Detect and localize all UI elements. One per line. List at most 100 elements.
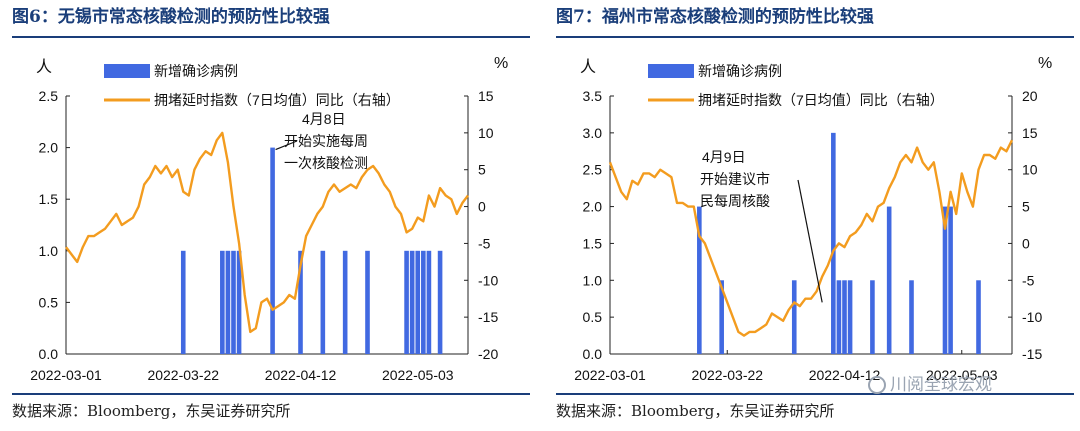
congestion-yoy-line: [608, 139, 1014, 337]
title-rule: [556, 36, 1074, 38]
right-tick-label: -10: [1022, 309, 1042, 325]
x-tick-label: 2022-04-12: [809, 367, 881, 383]
left-axis-label: 人: [36, 58, 52, 76]
case-bar: [180, 250, 186, 354]
right-tick-label: 5: [1022, 199, 1030, 215]
right-tick-label: 5: [478, 162, 486, 178]
right-tick-label: 15: [478, 88, 494, 104]
x-tick-label: 2022-03-01: [30, 367, 102, 383]
left-axis-label: 人: [580, 58, 596, 76]
annotation-arrow: [797, 179, 823, 303]
watermark: 川阅全球宏观: [868, 370, 992, 395]
case-bar: [320, 250, 326, 354]
case-bar: [342, 250, 348, 354]
annotation-text: 开始建议市: [700, 171, 770, 187]
figure-title: 图6：无锡市常态核酸检测的预防性比较强: [12, 7, 330, 27]
left-tick-label: 1.5: [39, 191, 59, 207]
figure-title: 图7：福州市常态核酸检测的预防性比较强: [556, 7, 874, 27]
case-bar: [220, 250, 225, 354]
left-tick-label: 1.0: [39, 243, 59, 259]
legend-bar-label: 新增确诊病例: [698, 63, 782, 79]
legend-bar-label: 新增确诊病例: [154, 63, 238, 79]
case-bar: [236, 250, 242, 354]
case-bar: [270, 147, 275, 354]
case-bar: [719, 280, 724, 354]
right-tick-label: -5: [1022, 272, 1035, 288]
right-axis-label: %: [1038, 55, 1052, 72]
case-bar: [415, 250, 421, 354]
x-tick-label: 2022-03-22: [691, 367, 763, 383]
case-bar: [697, 206, 702, 354]
right-tick-label: -10: [478, 272, 498, 288]
right-tick-label: -5: [478, 235, 491, 251]
left-tick-label: 0.0: [39, 346, 59, 362]
wechat-logo-icon: [868, 376, 886, 394]
x-tick-label: 2022-03-01: [574, 367, 646, 383]
right-tick-label: 0: [478, 199, 486, 215]
legend-line-label: 拥堵延时指数（7日均值）同比（右轴）: [154, 92, 400, 108]
right-tick-label: -20: [478, 346, 498, 362]
left-tick-label: 1.0: [583, 272, 603, 288]
case-bar: [231, 250, 236, 354]
x-tick-label: 2022-03-22: [147, 367, 219, 383]
left-tick-label: 3.5: [583, 88, 603, 104]
left-tick-label: 2.5: [39, 88, 59, 104]
annotation-text: 4月8日: [302, 111, 346, 127]
x-tick-label: 2022-04-12: [265, 367, 337, 383]
left-tick-label: 1.5: [583, 235, 603, 251]
case-bar: [886, 206, 892, 354]
x-tick-label: 2022-05-03: [926, 367, 998, 383]
source-rule: [12, 393, 530, 395]
case-bar: [842, 280, 847, 354]
case-bar: [909, 280, 914, 354]
case-bar: [847, 280, 853, 354]
case-bar: [365, 250, 370, 354]
left-tick-label: 2.5: [583, 162, 603, 178]
left-tick-label: 0.0: [583, 346, 603, 362]
watermark-text: 川阅全球宏观: [890, 375, 992, 395]
source-rule: [556, 393, 1074, 395]
right-tick-label: -15: [1022, 346, 1042, 362]
case-bar: [948, 206, 953, 354]
case-bar: [836, 280, 842, 354]
annotation-text: 民每周核酸: [700, 193, 770, 209]
figure-source: 数据来源：Bloomberg，东吴证券研究所: [12, 402, 291, 420]
case-bar: [831, 132, 836, 354]
figure-source: 数据来源：Bloomberg，东吴证券研究所: [556, 402, 835, 420]
congestion-yoy-line: [65, 131, 469, 334]
right-tick-label: -15: [478, 309, 498, 325]
left-tick-label: 0.5: [583, 309, 603, 325]
case-bar: [225, 250, 231, 354]
title-rule: [12, 36, 530, 38]
fuzhou-chart: 人 % 0.0 0.5 1.0 1.5 2.0 2.5 3.0 3.5 -15 -10 -5 0 5 10 15…: [574, 55, 1052, 383]
case-bar: [298, 250, 303, 354]
right-tick-label: 20: [1022, 88, 1038, 104]
case-bar: [976, 280, 981, 354]
annotation-arrow: [275, 140, 298, 151]
wuxi-chart: 人 % 0.0 0.5 1.0 1.5 2.0 2.5 -20 -15 -10 -5 0 5 10 15 202…: [30, 55, 508, 383]
case-bar: [426, 250, 432, 354]
left-tick-label: 2.0: [39, 140, 59, 156]
right-tick-label: 15: [1022, 125, 1038, 141]
x-tick-label: 2022-05-03: [382, 367, 454, 383]
case-bar: [437, 250, 443, 354]
figure-7-panel: 图7：福州市常态核酸检测的预防性比较强 人% 0.0 0.5 1.0 1.5 2.0 2.5…: [556, 0, 1076, 431]
case-bar: [404, 250, 409, 354]
case-bar: [791, 280, 797, 354]
legend-line-label: 拥堵延时指数（7日均值）同比（右轴）: [698, 92, 944, 108]
legend-bar-swatch: [648, 64, 694, 78]
case-bar: [942, 206, 948, 354]
right-tick-label: 10: [478, 125, 494, 141]
figure-6-panel: 图6：无锡市常态核酸检测的预防性比较强 人% 0.0 0.5 1.0 1.5 2.0 2.5…: [12, 0, 532, 431]
right-axis-label: %: [494, 55, 508, 72]
case-bar: [409, 250, 415, 354]
annotation-text: 一次核酸检测: [284, 155, 368, 171]
left-tick-label: 2.0: [583, 199, 603, 215]
annotation-text: 开始实施每周: [284, 133, 368, 149]
case-bar: [421, 250, 426, 354]
case-bar: [870, 280, 875, 354]
left-tick-label: 0.5: [39, 294, 59, 310]
legend-bar-swatch: [104, 64, 150, 78]
annotation-text: 4月9日: [702, 149, 746, 165]
right-tick-label: 0: [1022, 235, 1030, 251]
